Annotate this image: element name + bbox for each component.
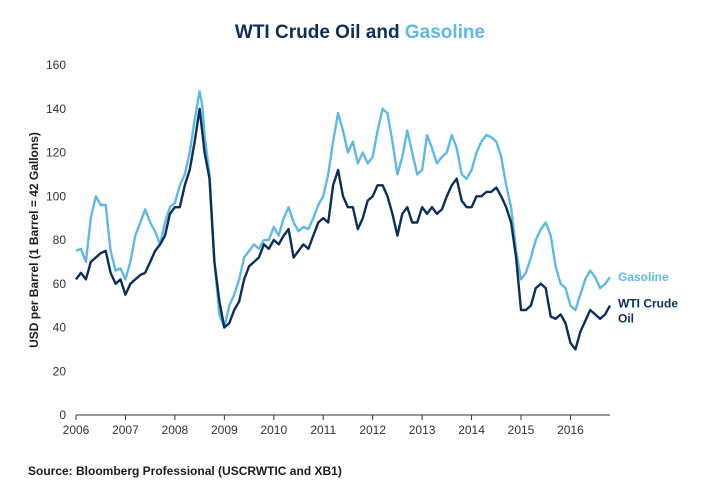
gasoline-series-line bbox=[75, 90, 611, 329]
legend-wti-line2: Oil bbox=[618, 312, 634, 326]
title-prefix: WTI Crude Oil and bbox=[234, 22, 405, 43]
x-axis-ticks bbox=[75, 415, 571, 420]
y-tick-label: 140 bbox=[46, 102, 66, 116]
y-axis-label: USD per Barrel (1 Barrel = 42 Gallons) bbox=[27, 132, 41, 348]
y-tick-label: 40 bbox=[53, 321, 67, 335]
title-highlight: Gasoline bbox=[404, 22, 486, 43]
y-tick-label: 120 bbox=[46, 146, 66, 160]
series-lines bbox=[75, 90, 612, 351]
x-tick-label: 2006 bbox=[63, 423, 90, 437]
y-tick-label: 160 bbox=[46, 58, 66, 72]
y-axis-tick-labels: 0 20 40 60 80 100 120 140 160 bbox=[46, 58, 66, 422]
x-tick-label: 2011 bbox=[310, 423, 336, 437]
x-tick-label: 2012 bbox=[359, 423, 386, 437]
y-tick-label: 100 bbox=[46, 189, 66, 203]
x-axis-tick-labels: 2006 2007 2008 2009 2010 2011 2012 2013 2014 2015… bbox=[63, 423, 584, 437]
y-tick-label: 20 bbox=[53, 364, 67, 378]
wti-series-line bbox=[75, 107, 612, 351]
x-tick-label: 2016 bbox=[557, 423, 584, 437]
x-tick-label: 2015 bbox=[508, 423, 535, 437]
y-tick-label: 0 bbox=[59, 408, 66, 422]
x-tick-label: 2008 bbox=[162, 423, 189, 437]
x-tick-label: 2013 bbox=[409, 423, 436, 437]
source-note: Source: Bloomberg Professional (USCRWTIC… bbox=[28, 464, 342, 478]
legend-wti-line1: WTI Crude bbox=[618, 297, 678, 311]
x-tick-label: 2014 bbox=[458, 423, 485, 437]
chart-title: WTI Crude Oil and Gasoline bbox=[0, 22, 720, 44]
legend-gasoline: Gasoline bbox=[618, 270, 669, 284]
x-tick-label: 2009 bbox=[211, 423, 238, 437]
x-tick-label: 2010 bbox=[260, 423, 287, 437]
y-tick-label: 80 bbox=[53, 233, 67, 247]
y-tick-label: 60 bbox=[53, 277, 67, 291]
x-tick-label: 2007 bbox=[112, 423, 139, 437]
